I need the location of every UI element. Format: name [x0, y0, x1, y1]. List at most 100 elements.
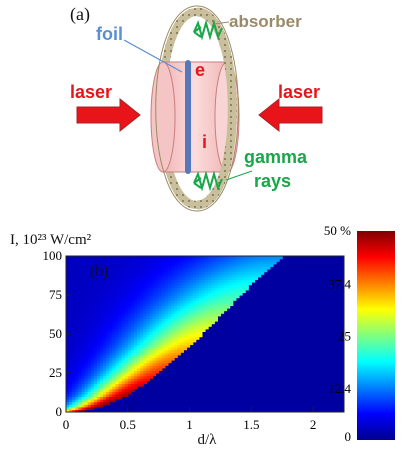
- heatmap-cell: [78, 349, 83, 353]
- heatmap-cell: [127, 380, 132, 384]
- heatmap-cell: [198, 328, 203, 332]
- heatmap-cell: [186, 289, 191, 293]
- heatmap-cell: [161, 347, 166, 351]
- heatmap-cell: [118, 258, 123, 262]
- heatmap-cell: [195, 315, 200, 319]
- heatmap-cell: [146, 302, 150, 306]
- heatmap-cell: [152, 258, 157, 262]
- heatmap-cell: [248, 282, 252, 286]
- heatmap-cell: [118, 305, 123, 309]
- heatmap-cell: [152, 321, 157, 325]
- heatmap-cell: [208, 292, 212, 296]
- heatmap-cell: [75, 391, 79, 395]
- heatmap-cell: [201, 323, 206, 327]
- heatmap-cell: [90, 271, 95, 275]
- heatmap-cell: [133, 310, 138, 314]
- heatmap-cell: [189, 295, 194, 299]
- heatmap-cell: [149, 315, 154, 319]
- heatmap-cell: [66, 263, 70, 267]
- heatmap-cell: [75, 313, 79, 317]
- heatmap-cell: [130, 334, 135, 338]
- heatmap-cell: [177, 261, 181, 265]
- heatmap-cell: [146, 370, 150, 374]
- heatmap-cell: [127, 289, 132, 293]
- heatmap-cell: [81, 328, 86, 332]
- heatmap-cell: [211, 310, 215, 314]
- heatmap-cell: [84, 276, 89, 280]
- heatmap-cell: [161, 362, 166, 366]
- heatmap-cell: [161, 279, 166, 283]
- heatmap-cell: [133, 282, 138, 286]
- heatmap-cell: [72, 396, 76, 400]
- heatmap-cell: [137, 331, 141, 335]
- heatmap-cell: [152, 328, 157, 332]
- heatmap-cell: [124, 349, 129, 353]
- heatmap-cell: [158, 326, 163, 330]
- heatmap-cell: [112, 362, 117, 366]
- heatmap-cell: [87, 295, 92, 299]
- heatmap-cell: [121, 323, 126, 327]
- heatmap-cell: [143, 375, 147, 379]
- heatmap-cell: [115, 315, 120, 319]
- heatmap-cell: [133, 383, 138, 387]
- heatmap-cell: [75, 287, 79, 291]
- heatmap-cell: [137, 378, 141, 382]
- heatmap-cell: [192, 269, 197, 273]
- heatmap-cell: [214, 276, 218, 280]
- heatmap-cell: [69, 274, 73, 278]
- heatmap-cell: [106, 328, 110, 332]
- heatmap-cell: [127, 310, 132, 314]
- heatmap-cell: [127, 279, 132, 283]
- heatmap-cell: [109, 323, 113, 327]
- heatmap-cell: [161, 261, 166, 265]
- heatmap-cell: [96, 295, 101, 299]
- heatmap-cell: [149, 302, 154, 306]
- heatmap-cell: [121, 370, 126, 374]
- heatmap-cell: [140, 326, 144, 330]
- heatmap-cell: [158, 266, 163, 270]
- heatmap-cell: [167, 287, 172, 291]
- heatmap-cell: [75, 409, 79, 412]
- heatmap-cell: [195, 308, 200, 312]
- heatmap-cell: [106, 323, 110, 327]
- heatmap-cell: [263, 258, 268, 262]
- heatmap-cell: [93, 295, 98, 299]
- heatmap-cell: [99, 383, 104, 387]
- heatmap-cell: [112, 279, 117, 283]
- heatmap-cell: [195, 328, 200, 332]
- heatmap-cell: [140, 339, 144, 343]
- heatmap-cell: [90, 380, 95, 384]
- heatmap-cell: [81, 279, 86, 283]
- heatmap-cell: [124, 305, 129, 309]
- heatmap-cell: [96, 393, 101, 397]
- heatmap-cell: [90, 269, 95, 273]
- heatmap-cell: [174, 336, 178, 340]
- heatmap-cell: [164, 289, 169, 293]
- heatmap-cell: [109, 396, 113, 400]
- heatmap-cell: [130, 344, 135, 348]
- heatmap-cell: [192, 334, 197, 338]
- heatmap-cell: [130, 388, 135, 392]
- heatmap-cell: [109, 380, 113, 384]
- heatmap-cell: [217, 305, 222, 309]
- heatmap-cell: [220, 302, 225, 306]
- heatmap-cell: [124, 341, 129, 345]
- heatmap-cell: [155, 308, 160, 312]
- heatmap-cell: [171, 292, 175, 296]
- heatmap-cell: [93, 339, 98, 343]
- heatmap-cell: [171, 271, 175, 275]
- heatmap-cell: [208, 266, 212, 270]
- heatmap-cell: [140, 274, 144, 278]
- heatmap-cell: [69, 393, 73, 397]
- heatmap-cell: [140, 276, 144, 280]
- heatmap-cell: [96, 349, 101, 353]
- heatmap-cell: [158, 292, 163, 296]
- heatmap-cell: [69, 263, 73, 267]
- heatmap-cell: [137, 269, 141, 273]
- heatmap-cell: [103, 375, 107, 379]
- heatmap-cell: [121, 284, 126, 288]
- heatmap-cell: [177, 266, 181, 270]
- heatmap-cell: [146, 279, 150, 283]
- y-tick-label: 50: [49, 326, 62, 341]
